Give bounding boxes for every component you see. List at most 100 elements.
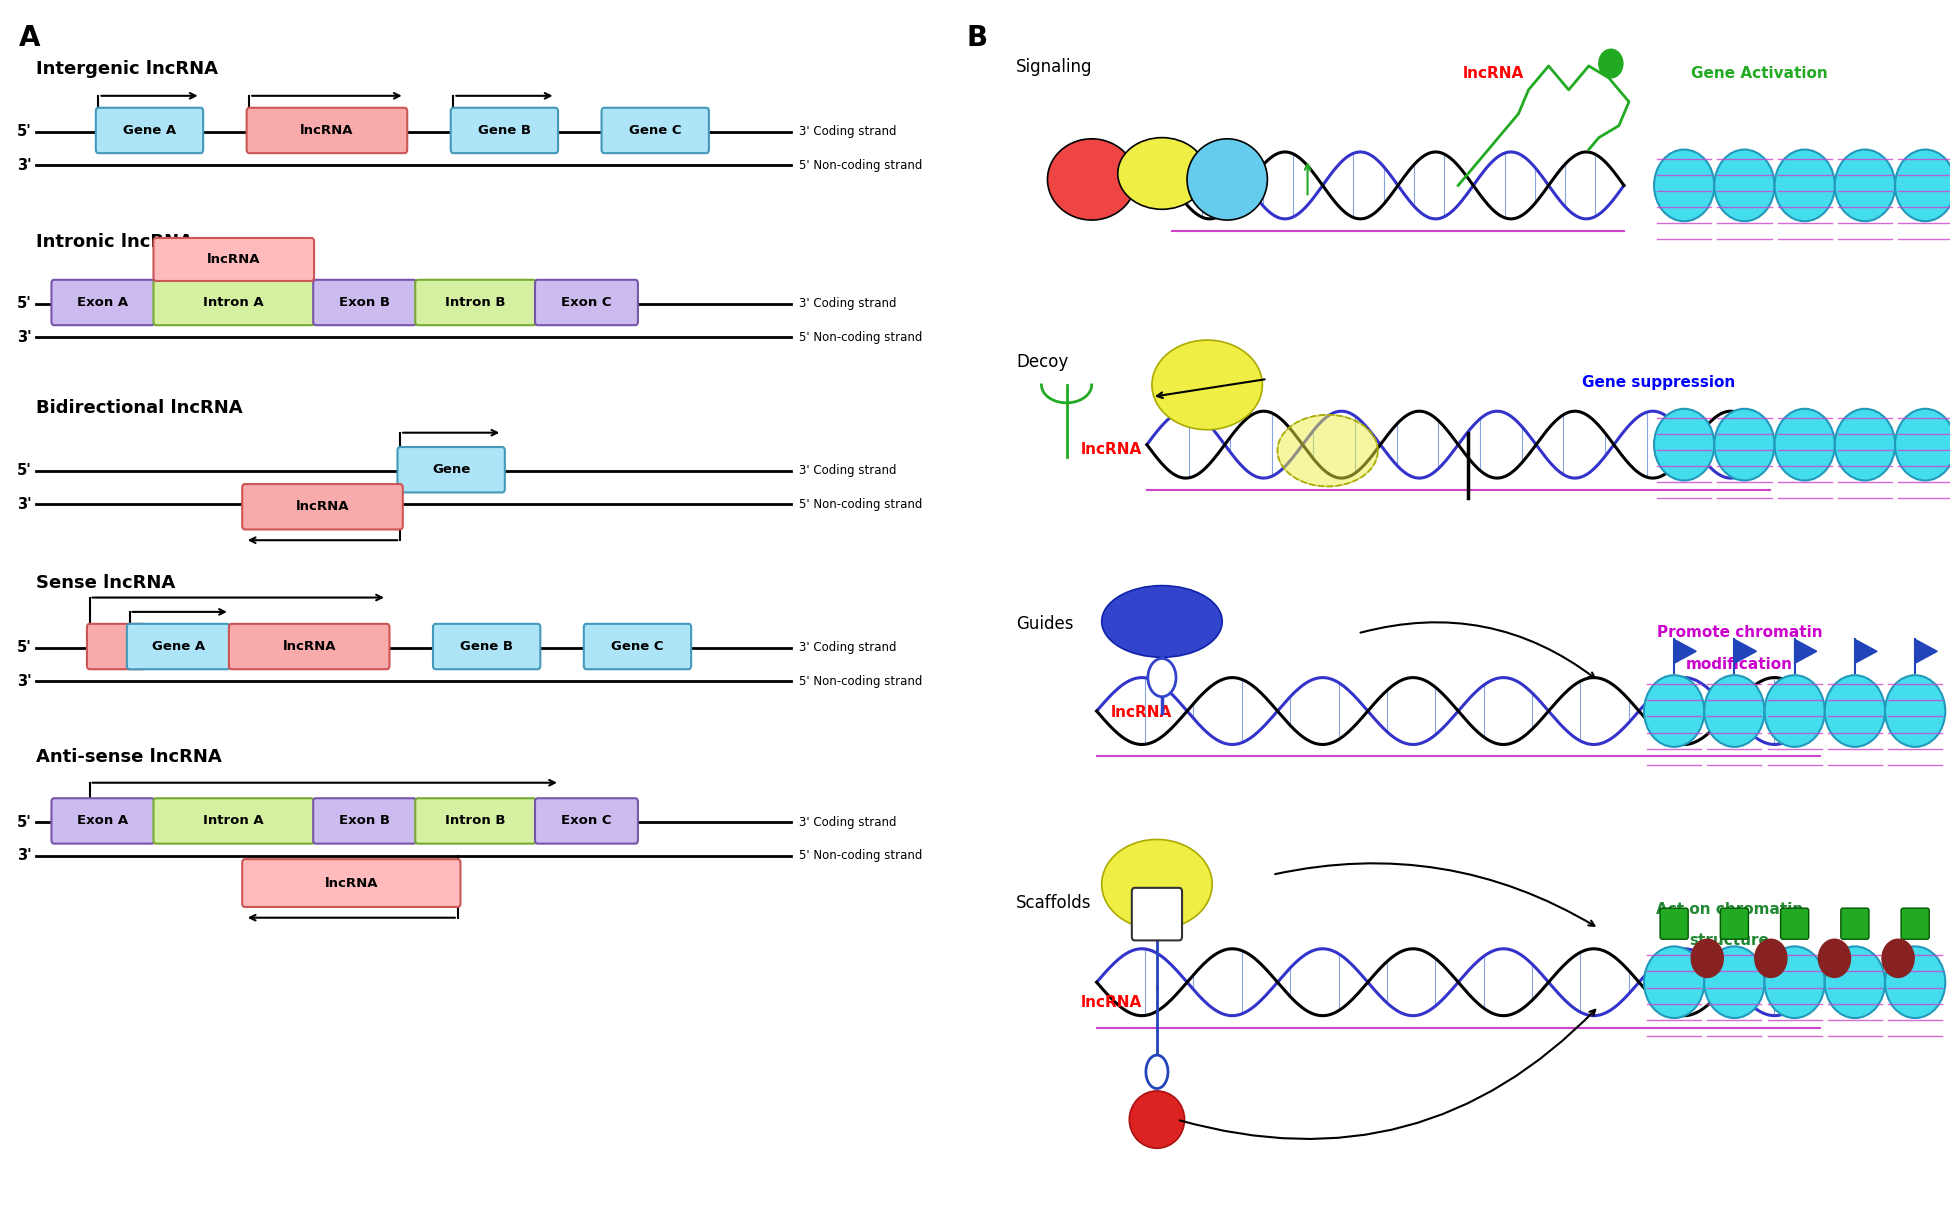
FancyBboxPatch shape: [51, 280, 154, 325]
Circle shape: [1755, 939, 1786, 978]
Circle shape: [1886, 675, 1946, 747]
Circle shape: [1691, 939, 1724, 978]
FancyBboxPatch shape: [534, 798, 638, 844]
Text: Sense lncRNA: Sense lncRNA: [37, 574, 176, 591]
Ellipse shape: [1277, 414, 1379, 486]
Circle shape: [1704, 946, 1765, 1018]
Circle shape: [1704, 675, 1765, 747]
Polygon shape: [1734, 639, 1757, 663]
Text: Exon A: Exon A: [78, 814, 129, 828]
Text: 3': 3': [18, 157, 31, 173]
Ellipse shape: [1152, 340, 1262, 430]
Text: Bidirectional lncRNA: Bidirectional lncRNA: [37, 400, 244, 417]
FancyBboxPatch shape: [1659, 908, 1689, 939]
Text: 5': 5': [18, 296, 31, 311]
Text: 3': 3': [18, 848, 31, 863]
Circle shape: [1714, 408, 1774, 480]
Text: Exon B: Exon B: [339, 814, 390, 828]
Text: structure: structure: [1689, 934, 1769, 948]
FancyBboxPatch shape: [154, 280, 314, 325]
FancyBboxPatch shape: [415, 798, 536, 844]
Text: Guides: Guides: [1016, 616, 1074, 634]
Ellipse shape: [1117, 138, 1207, 210]
FancyBboxPatch shape: [154, 798, 314, 844]
FancyBboxPatch shape: [415, 280, 536, 325]
Ellipse shape: [1188, 139, 1268, 221]
Polygon shape: [1794, 639, 1817, 663]
Circle shape: [1774, 150, 1835, 222]
FancyBboxPatch shape: [534, 280, 638, 325]
Text: Signaling: Signaling: [1016, 57, 1092, 76]
FancyBboxPatch shape: [246, 107, 408, 154]
Circle shape: [1895, 408, 1950, 480]
FancyBboxPatch shape: [601, 107, 710, 154]
FancyBboxPatch shape: [450, 107, 558, 154]
Text: 3' Coding strand: 3' Coding strand: [800, 464, 897, 478]
Text: Intron A: Intron A: [203, 814, 263, 828]
Text: Promote chromatin: Promote chromatin: [1658, 625, 1821, 640]
Text: Gene: Gene: [433, 463, 470, 477]
Circle shape: [1882, 939, 1915, 978]
Text: 3' Coding strand: 3' Coding strand: [800, 816, 897, 829]
Text: 5': 5': [18, 124, 31, 139]
Text: 5' Non-coding strand: 5' Non-coding strand: [800, 674, 922, 688]
Circle shape: [1765, 946, 1825, 1018]
FancyBboxPatch shape: [96, 107, 203, 154]
Text: Intron A: Intron A: [203, 296, 263, 308]
Text: 5': 5': [18, 463, 31, 478]
Ellipse shape: [1102, 840, 1213, 929]
Text: Gene B: Gene B: [478, 124, 530, 137]
FancyBboxPatch shape: [242, 859, 460, 907]
Text: lncRNA: lncRNA: [1112, 705, 1172, 720]
Circle shape: [1835, 408, 1895, 480]
Text: Decoy: Decoy: [1016, 352, 1069, 371]
FancyBboxPatch shape: [398, 447, 505, 492]
FancyBboxPatch shape: [228, 624, 390, 669]
Circle shape: [1895, 150, 1950, 222]
Text: modification: modification: [1687, 657, 1792, 673]
Text: lncRNA: lncRNA: [296, 500, 349, 513]
FancyBboxPatch shape: [583, 624, 690, 669]
Text: Intron B: Intron B: [445, 814, 505, 828]
Polygon shape: [1854, 639, 1878, 663]
Circle shape: [1819, 939, 1851, 978]
Text: Gene Activation: Gene Activation: [1691, 66, 1827, 80]
Ellipse shape: [1047, 139, 1135, 221]
Text: Scaffolds: Scaffolds: [1016, 894, 1092, 912]
FancyBboxPatch shape: [433, 624, 540, 669]
Text: Exon C: Exon C: [562, 296, 612, 308]
Text: 3': 3': [18, 497, 31, 512]
Text: Anti-sense lncRNA: Anti-sense lncRNA: [37, 748, 222, 766]
Circle shape: [1599, 49, 1622, 78]
FancyBboxPatch shape: [154, 238, 314, 280]
Text: Gene C: Gene C: [610, 640, 663, 653]
Text: lncRNA: lncRNA: [1080, 442, 1143, 457]
Text: lncRNA: lncRNA: [300, 124, 353, 137]
Text: Gene suppression: Gene suppression: [1583, 375, 1736, 390]
Text: Gene A: Gene A: [123, 124, 176, 137]
Text: 3' Coding strand: 3' Coding strand: [800, 126, 897, 138]
Text: Intergenic lncRNA: Intergenic lncRNA: [37, 60, 218, 78]
Circle shape: [1774, 408, 1835, 480]
Circle shape: [1886, 946, 1946, 1018]
Circle shape: [1654, 150, 1714, 222]
Text: 3': 3': [18, 674, 31, 689]
Text: A: A: [20, 24, 41, 52]
Polygon shape: [1915, 639, 1936, 663]
Text: 5': 5': [18, 640, 31, 656]
FancyBboxPatch shape: [1780, 908, 1810, 939]
Text: lncRNA: lncRNA: [1462, 66, 1525, 80]
Text: 3' Coding strand: 3' Coding strand: [800, 641, 897, 655]
Text: Gene A: Gene A: [152, 640, 205, 653]
Circle shape: [1765, 675, 1825, 747]
Text: Exon C: Exon C: [562, 814, 612, 828]
Text: Intronic lncRNA: Intronic lncRNA: [37, 233, 193, 251]
Text: lncRNA: lncRNA: [283, 640, 335, 653]
Text: 5' Non-coding strand: 5' Non-coding strand: [800, 158, 922, 172]
Text: Gene C: Gene C: [630, 124, 681, 137]
Text: 5' Non-coding strand: 5' Non-coding strand: [800, 330, 922, 344]
Text: Gene B: Gene B: [460, 640, 513, 653]
Circle shape: [1644, 675, 1704, 747]
Circle shape: [1654, 408, 1714, 480]
Text: lncRNA: lncRNA: [1080, 996, 1143, 1011]
